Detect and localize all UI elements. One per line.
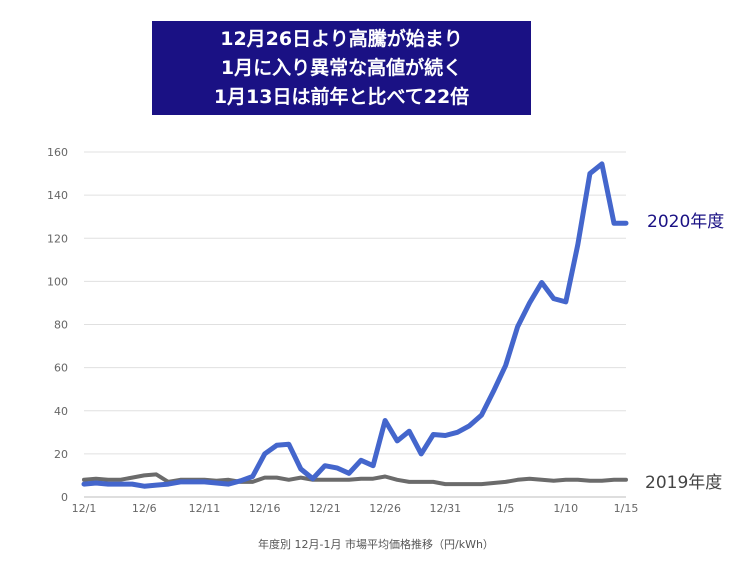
x-tick-label: 1/10 (553, 502, 578, 515)
y-tick-label: 160 (47, 146, 68, 159)
series-label-2020: 2020年度 (647, 212, 725, 232)
x-tick-label: 1/5 (497, 502, 515, 515)
y-axis-ticks: 0 20 40 60 80 100 120 140 160 (47, 146, 68, 504)
x-tick-label: 12/31 (429, 502, 461, 515)
x-tick-label: 12/1 (72, 502, 97, 515)
y-tick-label: 60 (54, 362, 68, 375)
x-tick-label: 12/16 (249, 502, 281, 515)
x-tick-label: 12/6 (132, 502, 157, 515)
headline-box: 12月26日より高騰が始まり 1月に入り異常な高値が続く 1月13日は前年と比べ… (152, 21, 531, 115)
grid-lines (84, 151, 626, 498)
x-axis-ticks: 12/1 12/6 12/11 12/16 12/21 12/26 12/31 1/5 1/10… (72, 502, 639, 515)
x-tick-label: 12/21 (309, 502, 341, 515)
series-line-2020 (81, 161, 629, 489)
x-tick-label: 1/15 (614, 502, 639, 515)
y-tick-label: 20 (54, 448, 68, 461)
y-tick-label: 140 (47, 189, 68, 202)
y-tick-label: 120 (47, 232, 68, 245)
headline-line-2: 1月に入り異常な高値が続く (220, 57, 463, 79)
y-tick-label: 40 (54, 405, 68, 418)
series-label-2019: 2019年度 (645, 473, 723, 493)
y-tick-label: 80 (54, 319, 68, 332)
series-lines (81, 161, 629, 489)
headline-line-1: 12月26日より高騰が始まり (220, 28, 463, 50)
y-tick-label: 0 (61, 491, 68, 504)
headline-line-3: 1月13日は前年と比べて22倍 (213, 86, 470, 108)
x-tick-label: 12/11 (189, 502, 221, 515)
y-tick-label: 100 (47, 275, 68, 288)
chart-caption: 年度別 12月-1月 市場平均価格推移（円/kWh） (258, 538, 494, 551)
x-tick-label: 12/26 (369, 502, 401, 515)
